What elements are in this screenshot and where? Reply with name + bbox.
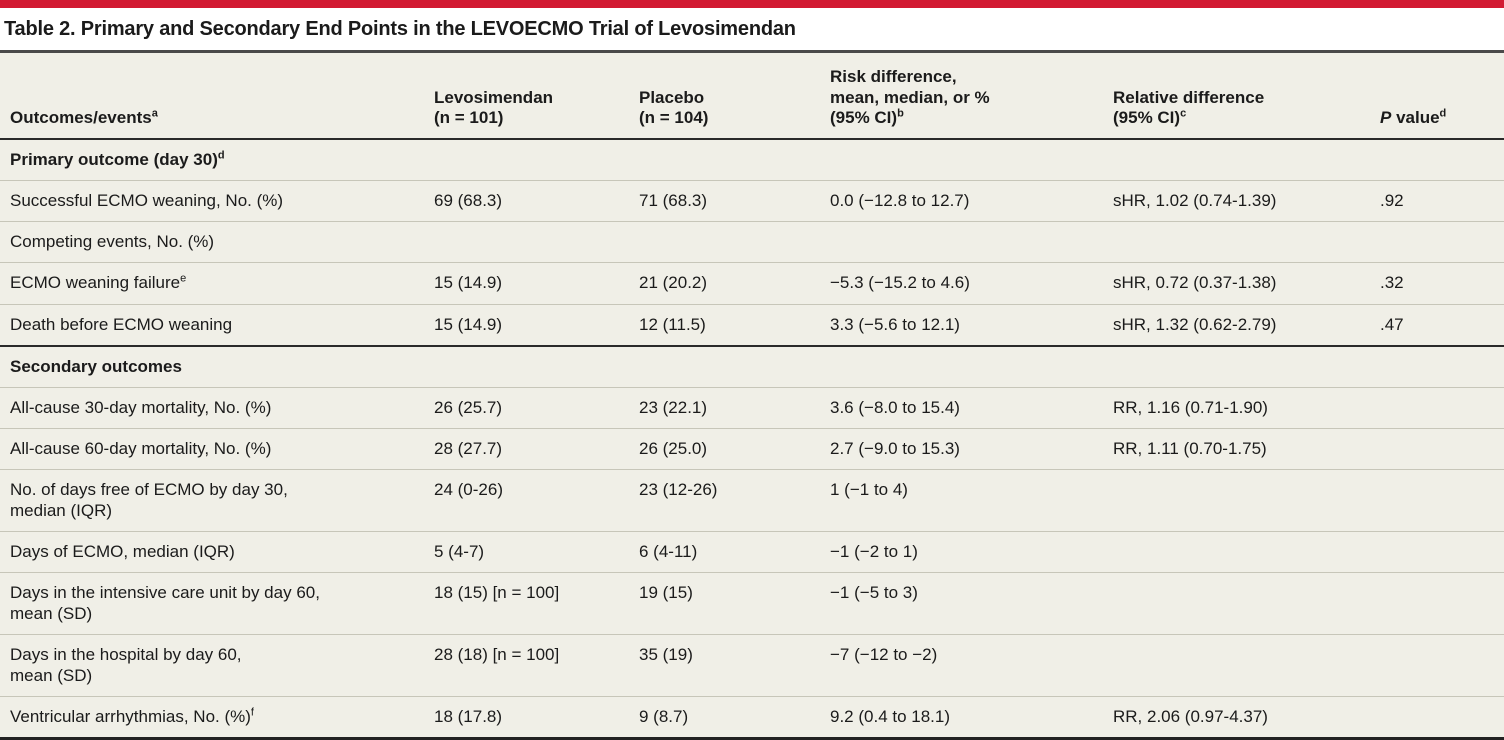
cell-relative-difference (1103, 222, 1370, 263)
cell-relative-difference: sHR, 1.02 (0.74-1.39) (1113, 191, 1277, 211)
col-header-relative-difference: Relative difference (95% CI)c (1113, 87, 1265, 128)
cell-p-value (1370, 222, 1504, 263)
cell-placebo (629, 222, 820, 263)
title-block: Table 2. Primary and Secondary End Point… (0, 8, 1504, 53)
footnote-marker: e (180, 272, 187, 285)
cell-risk-difference: −1 (−2 to 1) (830, 541, 918, 561)
footnote-marker: b (897, 107, 904, 120)
table-row: All-cause 30-day mortality, No. (%) 26 (… (0, 387, 1504, 428)
cell-placebo: 23 (12-26) (639, 479, 718, 499)
cell-placebo: 9 (8.7) (639, 707, 689, 727)
cell-relative-difference: sHR, 0.72 (0.37-1.38) (1113, 273, 1277, 293)
cell-risk-difference: −1 (−5 to 3) (830, 583, 918, 603)
endpoints-table: Outcomes/eventsa Levosimendan (n = 101) P… (0, 53, 1504, 740)
table-row: Successful ECMO weaning, No. (%) 69 (68.… (0, 180, 1504, 222)
cell-levosimendan: 28 (18) [n = 100] (434, 645, 560, 665)
row-label: All-cause 60-day mortality, No. (%) (10, 438, 272, 458)
cell-placebo: 12 (11.5) (639, 314, 706, 334)
cell-risk-difference: −7 (−12 to −2) (830, 645, 938, 665)
cell-p-value (1370, 428, 1504, 469)
col-header-placebo: Placebo (n = 104) (639, 87, 709, 128)
table-row: Death before ECMO weaning 15 (14.9) 12 (… (0, 304, 1504, 346)
table-row: No. of days free of ECMO by day 30, media… (0, 469, 1504, 531)
cell-relative-difference: RR, 1.16 (0.71-1.90) (1113, 397, 1268, 417)
section-row-primary-outcome: Primary outcome (day 30)d (10, 149, 225, 170)
cell-p-value: .32 (1380, 273, 1404, 293)
col-header-p-value: P valued (1380, 107, 1447, 128)
cell-p-value: .47 (1380, 314, 1404, 334)
row-label: Days of ECMO, median (IQR) (10, 541, 235, 561)
cell-levosimendan: 15 (14.9) (434, 273, 503, 293)
table-row: Competing events, No. (%) (0, 221, 1504, 263)
cell-relative-difference: RR, 2.06 (0.97-4.37) (1113, 707, 1268, 727)
cell-levosimendan: 5 (4-7) (434, 541, 485, 561)
cell-placebo: 35 (19) (639, 645, 693, 665)
table-row: Days in the hospital by day 60, mean (SD)… (0, 634, 1504, 697)
cell-levosimendan: 26 (25.7) (434, 397, 503, 417)
row-label: Days in the hospital by day 60, mean (SD) (10, 645, 242, 686)
section-row-secondary-outcomes: Secondary outcomes (0, 345, 1504, 388)
table-row: Days of ECMO, median (IQR) 5 (4-7) 6 (4-… (0, 531, 1504, 572)
cell-relative-difference (1103, 469, 1370, 531)
row-label: All-cause 30-day mortality, No. (%) (10, 397, 272, 417)
cell-p-value (1370, 469, 1504, 531)
footnote-marker: f (250, 706, 254, 719)
cell-relative-difference: RR, 1.11 (0.70-1.75) (1113, 438, 1267, 458)
table-row: All-cause 60-day mortality, No. (%) 28 (… (0, 428, 1504, 469)
cell-placebo: 71 (68.3) (639, 191, 708, 211)
table-row: Days in the intensive care unit by day 6… (0, 572, 1504, 635)
cell-risk-difference (820, 222, 1103, 263)
col-header-outcomes: Outcomes/eventsa (0, 53, 424, 139)
cell-levosimendan: 15 (14.9) (434, 314, 503, 334)
table-title: Table 2. Primary and Secondary End Point… (4, 18, 796, 40)
cell-p-value: .92 (1380, 191, 1404, 211)
cell-placebo: 19 (15) (639, 583, 693, 603)
cell-placebo: 6 (4-11) (639, 541, 698, 561)
cell-p-value (1370, 531, 1504, 572)
cell-relative-difference: sHR, 1.32 (0.62-2.79) (1113, 314, 1277, 334)
cell-levosimendan: 24 (0-26) (434, 479, 503, 499)
row-label: Death before ECMO weaning (10, 314, 233, 334)
col-header-levosimendan: Levosimendan (n = 101) (434, 87, 554, 128)
cell-risk-difference: 3.6 (−8.0 to 15.4) (830, 397, 960, 417)
col-header-risk-difference: Risk difference, mean, median, or % (95% C… (830, 67, 990, 128)
row-label: ECMO weaning failuree (10, 272, 187, 293)
cell-levosimendan: 69 (68.3) (434, 191, 503, 211)
cell-p-value (1370, 387, 1504, 428)
row-label: Days in the intensive care unit by day 6… (10, 583, 320, 624)
cell-placebo: 26 (25.0) (639, 438, 708, 458)
cell-risk-difference: 0.0 (−12.8 to 12.7) (830, 191, 970, 211)
row-label: Ventricular arrhythmias, No. (%)f (10, 706, 254, 727)
header-row: Outcomes/eventsa Levosimendan (n = 101) P… (0, 53, 1504, 140)
row-label: Competing events, No. (%) (10, 232, 215, 252)
cell-relative-difference (1103, 635, 1370, 697)
cell-placebo: 23 (22.1) (639, 397, 708, 417)
cell-levosimendan: 28 (27.7) (434, 438, 503, 458)
table-row: Ventricular arrhythmias, No. (%)f 18 (17… (0, 696, 1504, 739)
footnote-marker: a (151, 107, 158, 120)
cell-relative-difference (1103, 573, 1370, 635)
row-label: Successful ECMO weaning, No. (%) (10, 191, 284, 211)
cell-levosimendan (424, 222, 629, 263)
cell-risk-difference: 2.7 (−9.0 to 15.3) (830, 438, 960, 458)
cell-relative-difference (1103, 531, 1370, 572)
accent-bar (0, 0, 1504, 8)
cell-risk-difference: 1 (−1 to 4) (830, 479, 908, 499)
footnote-marker: d (217, 149, 225, 162)
footnote-marker: d (1439, 107, 1447, 120)
cell-levosimendan: 18 (15) [n = 100] (434, 583, 560, 603)
cell-placebo: 21 (20.2) (639, 273, 708, 293)
cell-p-value (1370, 697, 1504, 739)
cell-risk-difference: 3.3 (−5.6 to 12.1) (830, 314, 960, 334)
cell-p-value (1370, 573, 1504, 635)
row-label: No. of days free of ECMO by day 30, media… (10, 479, 288, 520)
col-header-outcomes-label: Outcomes/events (10, 108, 152, 128)
cell-levosimendan: 18 (17.8) (434, 707, 503, 727)
cell-risk-difference: −5.3 (−15.2 to 4.6) (830, 273, 970, 293)
cell-risk-difference: 9.2 (0.4 to 18.1) (830, 707, 951, 727)
footnote-marker: c (1180, 107, 1187, 120)
table-row: ECMO weaning failuree 15 (14.9) 21 (20.2… (0, 262, 1504, 304)
cell-p-value (1370, 635, 1504, 697)
